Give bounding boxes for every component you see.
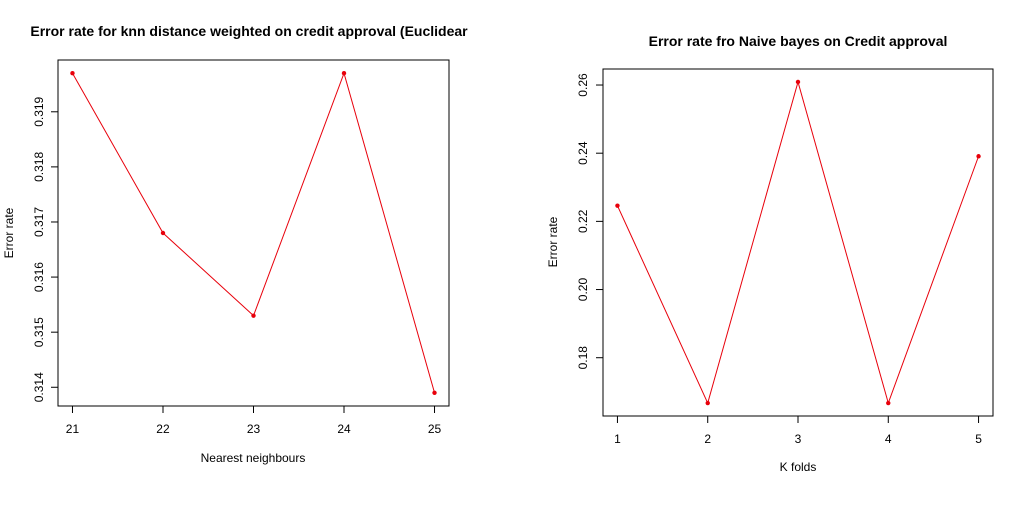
y-tick-label: 0.24 [576, 141, 590, 165]
x-tick-label: 2 [704, 432, 711, 446]
chart-title: Error rate for knn distance weighted on … [30, 23, 468, 39]
x-tick-label: 21 [66, 422, 80, 436]
x-tick-label: 22 [156, 422, 170, 436]
series-line [72, 71, 435, 393]
x-tick-label: 24 [337, 422, 351, 436]
x-tick-label: 4 [885, 432, 892, 446]
data-point [886, 400, 891, 406]
y-tick-label: 0.18 [576, 346, 590, 370]
plot-frame [602, 68, 994, 417]
y-tick-label: 0.316 [32, 262, 46, 292]
y-axis: 0.314 0.315 0.316 0.317 0.318 0.319 [32, 96, 59, 402]
y-axis-label: Error rate [546, 216, 560, 267]
error-rate-series [615, 79, 981, 406]
data-point [251, 313, 256, 318]
x-tick-label: 3 [795, 432, 802, 446]
x-axis-label: K folds [780, 460, 817, 474]
x-tick-label: 23 [247, 422, 261, 436]
naive-bayes-error-chart: Error rate fro Naive bayes on Credit app… [546, 33, 994, 474]
y-tick-label: 0.319 [32, 96, 46, 126]
error-rate-series [70, 71, 437, 395]
x-axis: 1 2 3 4 5 [614, 415, 982, 446]
y-axis: 0.18 0.20 0.22 0.24 0.26 [576, 73, 604, 370]
data-point [615, 203, 620, 208]
plot-frame [57, 59, 450, 407]
y-tick-label: 0.318 [32, 152, 46, 182]
x-tick-label: 25 [428, 422, 442, 436]
y-tick-label: 0.314 [32, 372, 46, 402]
data-point [160, 230, 166, 236]
series-line [616, 80, 980, 405]
data-point [341, 71, 347, 76]
x-axis-label: Nearest neighbours [201, 451, 306, 465]
x-tick-label: 1 [614, 432, 621, 446]
data-point [705, 400, 710, 406]
data-point [70, 71, 75, 76]
x-tick-label: 5 [975, 432, 982, 446]
y-axis-label: Error rate [2, 207, 16, 258]
y-tick-label: 0.22 [576, 209, 590, 233]
data-point [795, 79, 801, 85]
chart-title: Error rate fro Naive bayes on Credit app… [649, 33, 948, 49]
x-axis: 21 22 23 24 25 [66, 405, 442, 436]
data-point [432, 390, 437, 395]
knn-error-chart: Error rate for knn distance weighted on … [2, 23, 468, 465]
y-tick-label: 0.317 [32, 207, 46, 237]
y-tick-label: 0.26 [576, 73, 590, 97]
data-point [976, 154, 981, 159]
y-tick-label: 0.315 [32, 317, 46, 347]
y-tick-label: 0.20 [576, 278, 590, 302]
